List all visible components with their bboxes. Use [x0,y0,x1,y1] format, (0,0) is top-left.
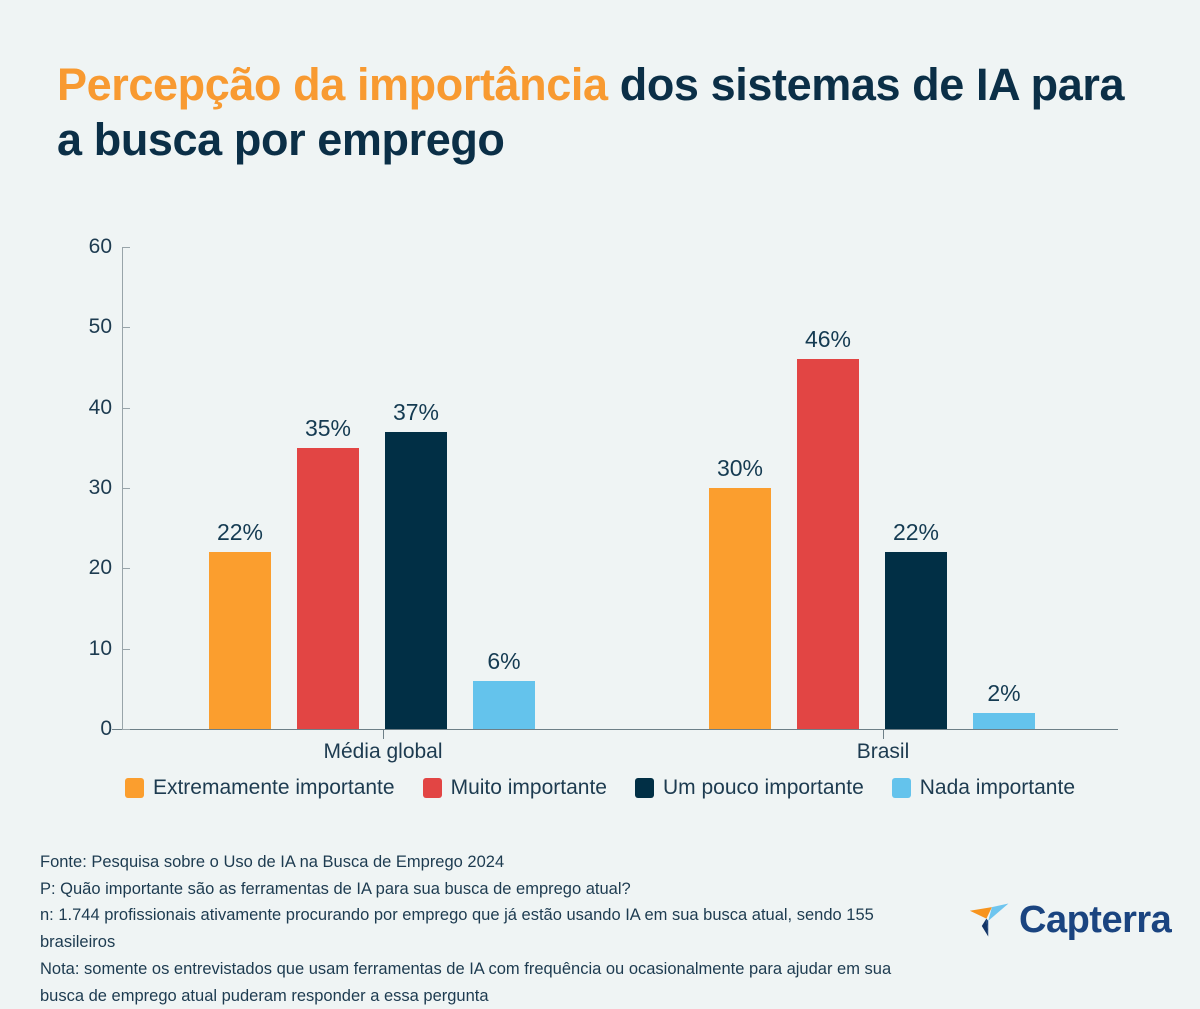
bar [385,431,447,729]
bar-value-label: 30% [716,455,764,481]
footnote-line: Fonte: Pesquisa sobre o Uso de IA na Bus… [40,853,505,871]
y-axis-tick-label: 40 [88,395,112,419]
y-axis-tick-mark [122,407,130,409]
footnote: Fonte: Pesquisa sobre o Uso de IA na Bus… [40,849,920,1009]
plot-area: 0 10 20 30 40 50 60 22% 35% 37% 6% 30% 46% 22% 2% [89,235,1118,740]
bar-value-label: 2% [987,679,1021,706]
y-axis-tick-label: 10 [88,636,112,660]
legend-swatch-icon [634,778,654,798]
x-axis-tick-mark [383,730,384,739]
bar-value-label: 37% [392,398,440,425]
y-axis-tick-label: 30 [88,476,112,499]
bar-value-label: 22% [216,519,264,546]
page-title-accent: Percepção da importância [57,59,608,110]
bar-value-label: 22% [892,519,940,546]
legend-label: Um pouco importante [662,776,864,799]
y-axis-tick-mark [122,488,130,489]
x-axis-line [112,729,1118,730]
y-axis-tick-label: 60 [88,235,112,258]
legend-swatch-icon [422,778,442,798]
footnote-line: n: 1.744 profissionais ativamente procur… [40,906,874,952]
legend-swatch-icon [891,778,911,798]
chart-legend: Extremamente importante Muito importante U… [0,776,1200,800]
y-axis-tick-mark [122,729,130,730]
x-axis-tick-mark [883,730,884,739]
capterra-wordmark: Capterra [1019,898,1172,941]
bar-value-label: 6% [487,647,521,674]
legend-label: Extremamente importante [152,776,395,799]
bar [297,447,359,729]
capterra-paper-plane-icon [969,903,1009,937]
legend-label: Nada importante [919,776,1076,799]
x-axis-category-label: Média global [323,740,443,763]
legend-label: Muito importante [450,776,607,799]
page-title-rest: dos sistemas de IA para a busca por empr… [57,59,1125,165]
bar [709,488,771,729]
y-axis-tick-mark [122,568,130,570]
y-axis-tick-label: 50 [88,315,112,339]
legend-item[interactable]: Muito importante [422,776,607,800]
y-axis-tick-label: 20 [88,556,112,580]
legend-swatch-icon [124,778,144,798]
y-axis-tick-mark [122,648,130,650]
y-axis-tick-mark [122,327,130,329]
footnote-line: P: Quão importante são as ferramentas de… [40,879,631,898]
capterra-logo: Capterra [968,897,1172,943]
legend-item[interactable]: Extremamente importante [124,776,395,800]
bar-value-label: 46% [804,326,852,353]
y-axis-tick-label: 0 [100,717,112,740]
bar [473,680,535,729]
legend-item[interactable]: Um pouco importante [634,776,864,800]
bar [973,712,1035,729]
y-axis-tick-mark [122,247,130,248]
x-axis-category-label: Brasil [856,740,910,763]
footnote-line: Nota: somente os entrevistados que usam … [40,959,892,1005]
bar [209,552,271,729]
bar [797,359,859,729]
bar-value-label: 35% [304,414,352,441]
page-title: Percepção da importância dos sistemas de… [57,58,1147,168]
bar [885,552,947,729]
legend-item[interactable]: Nada importante [891,776,1076,800]
